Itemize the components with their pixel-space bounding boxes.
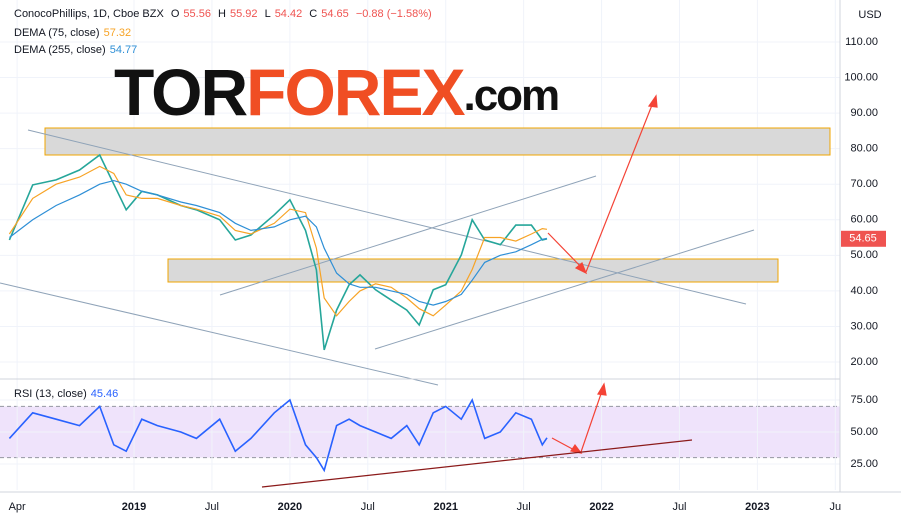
x-tick-label: 2022 [589,501,613,513]
ohlc-label: H [218,8,226,20]
change: −0.88 (−1.58%) [355,8,432,20]
series-line [8,153,548,351]
legend-row: DEMA (75, close) 57.32 [14,27,135,39]
x-tick-label: Ju [830,501,842,513]
ohlc-label: C [309,8,318,20]
forecast-arrows [547,94,658,454]
arrow-head [574,262,588,275]
indicator-value: 57.32 [103,27,132,39]
arrow-head [647,94,658,108]
ohlc-value: 55.56 [183,8,211,20]
logo-text: TORFOREX.com [114,55,558,129]
indicator-value: 54.77 [109,44,138,56]
arrow [580,387,604,453]
y-tick-label: 100.00 [844,71,878,83]
indicator-name: RSI (13, close) [14,388,87,400]
y-tick-label: 75.00 [850,394,878,406]
y-tick-label: 50.00 [850,426,878,438]
x-tick-label: 2019 [122,501,146,513]
trend-lines [0,129,755,386]
ohlc-value: 54.65 [321,8,349,20]
logo-part: TOR [114,55,247,129]
y-tick-label: 50.00 [850,249,878,261]
y-tick-label: 90.00 [850,107,878,119]
ohlc-label: O [170,8,180,20]
symbol: ConocoPhillips, 1D, Cboe BZX [14,8,164,20]
trend-line [0,282,439,386]
legend-row: DEMA (255, close) 54.77 [14,44,141,56]
plots [8,153,548,473]
x-tick-label: 2023 [745,501,769,513]
last-price-box [841,230,886,247]
x-tick-label: 2021 [433,501,457,513]
y-tick-label: 70.00 [850,178,878,190]
logo-part: FOREX [246,55,465,129]
x-tick-label: Jul [205,501,219,513]
ohlc-value: 55.92 [229,8,258,20]
x-tick-label: Jul [361,501,375,513]
y-tick-label: 110.00 [845,36,878,48]
y-tick-label: 80.00 [850,143,878,155]
arrow [585,99,655,273]
x-tick-label: Jul [672,501,686,513]
indicator-value: 45.46 [90,388,119,400]
x-tick-label: 2020 [278,501,302,513]
indicator-name: DEMA (255, close) [14,44,106,56]
ohlc-value: 54.42 [274,8,303,20]
logo: TORFOREX.com [114,55,560,129]
resistance-zone [44,127,831,156]
trend-line [374,229,755,350]
ohlc-label: L [264,8,271,20]
x-tick-label: Apr [9,501,26,513]
indicator-name: DEMA (75, close) [14,27,100,39]
legend-row: RSI (13, close) 45.46 [14,388,122,400]
last-price-label: 54.65 [849,233,877,245]
rsi-trend-line [261,439,693,488]
y-tick-label: 60.00 [850,214,878,226]
series-line [8,165,548,317]
arrow-head [597,382,607,396]
logo-part: .com [463,71,558,120]
x-tick-label: Jul [517,501,531,513]
y-tick-label: 30.00 [850,320,878,332]
arrow-head [570,443,583,454]
legend-row: ConocoPhillips, 1D, Cboe BZX O 55.56 H 55.… [14,8,436,20]
trend-line [27,129,747,305]
y-tick-label: 20.00 [850,356,878,368]
trend-line [219,175,597,296]
series-line [8,398,548,473]
series-line [9,179,548,306]
currency-label: USD [858,9,881,21]
y-tick-label: 40.00 [850,285,878,297]
y-tick-label: 25.00 [850,458,878,470]
arrow [547,232,585,271]
grid [0,0,840,490]
